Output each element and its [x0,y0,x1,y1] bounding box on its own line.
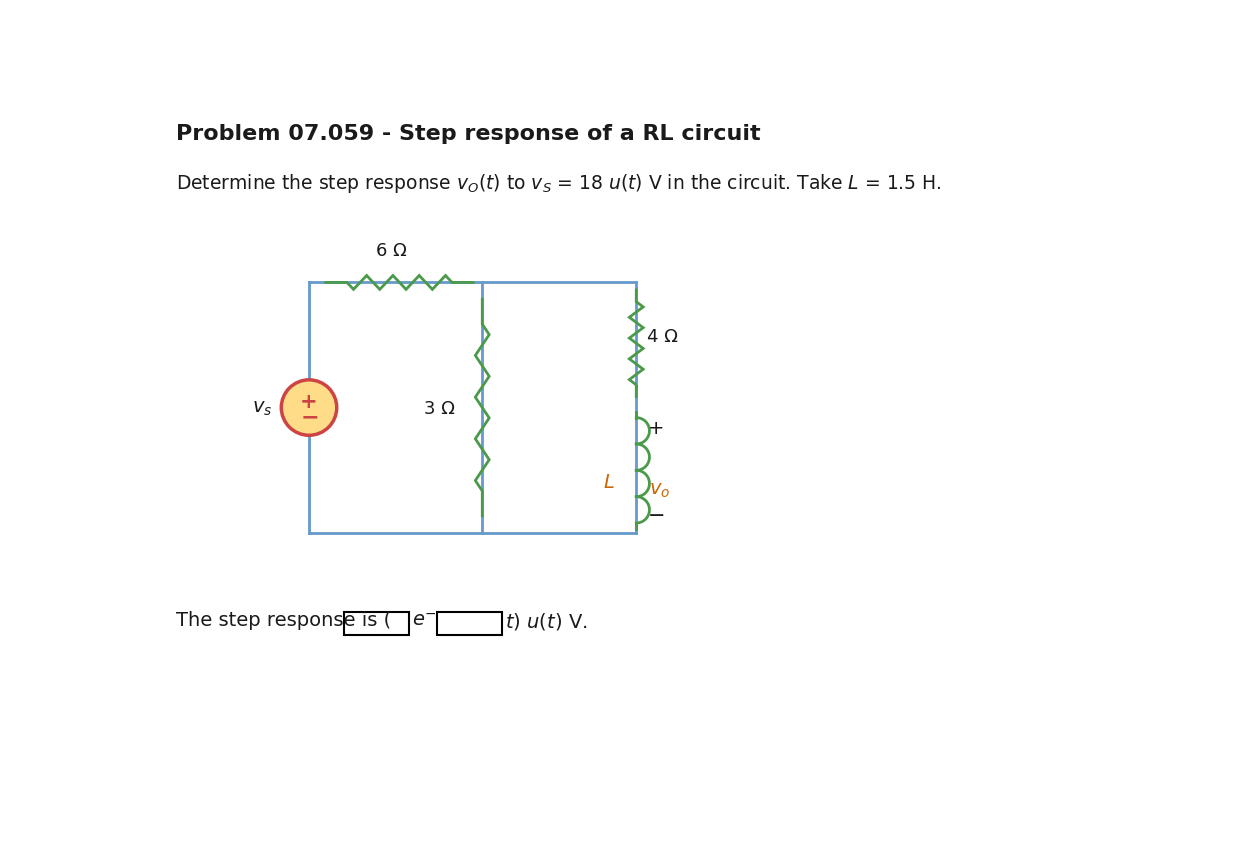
Text: $t)\ u(t)$ V.: $t)\ u(t)$ V. [505,610,587,631]
Circle shape [282,380,336,436]
Text: −: − [300,407,319,426]
Text: 4 Ω: 4 Ω [647,328,678,345]
Text: +: + [300,392,318,411]
Bar [437,612,502,635]
Text: Problem 07.059 - Step response of a RL circuit: Problem 07.059 - Step response of a RL c… [176,124,760,144]
Bar [344,612,409,635]
Text: $v_s$: $v_s$ [252,398,272,418]
Text: The step response is (: The step response is ( [176,610,391,629]
Text: Determine the step response $v_O(t)$ to $v_S$ = 18 $u(t)$ V in the circuit. Take: Determine the step response $v_O(t)$ to … [176,171,942,194]
Text: −: − [648,505,665,525]
Text: 3 Ω: 3 Ω [425,399,455,417]
Text: $v_o$: $v_o$ [649,480,670,500]
Text: 6 Ω: 6 Ω [376,242,407,260]
Text: +: + [648,418,664,438]
Text: L: L [604,473,614,492]
Text: $e^{-}$: $e^{-}$ [412,610,437,629]
